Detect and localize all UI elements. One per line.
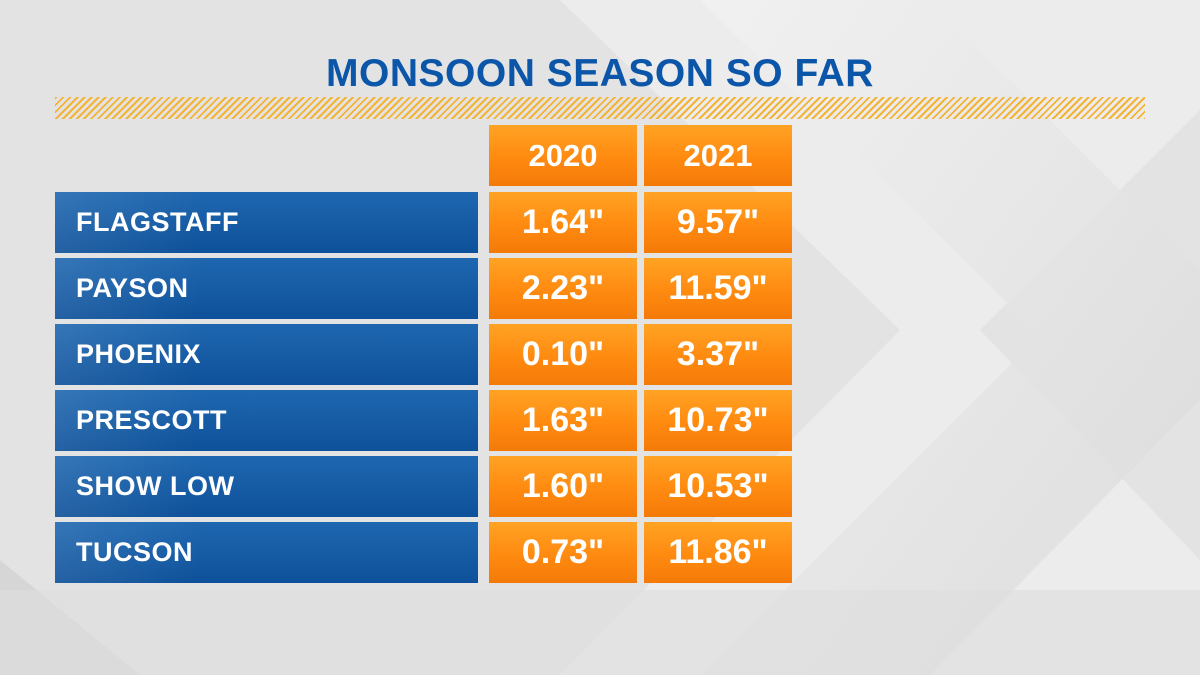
city-name: PRESCOTT: [76, 405, 228, 435]
city-name: PAYSON: [76, 273, 189, 303]
row-label-show-low: SHOW LOW: [55, 456, 478, 517]
value-cell-2020: 2.23": [489, 258, 637, 319]
city-name: PHOENIX: [76, 339, 202, 369]
row-label-tucson: TUCSON: [55, 522, 478, 583]
value-cell-2021: 10.73": [644, 390, 792, 451]
title-underline-stripe: [55, 97, 1145, 119]
city-name: SHOW LOW: [76, 471, 235, 501]
value-cell-2020: 0.10": [489, 324, 637, 385]
city-name: FLAGSTAFF: [76, 207, 239, 237]
value-cell-2021: 11.86": [644, 522, 792, 583]
value-cell-2020: 1.63": [489, 390, 637, 451]
row-label-flagstaff: FLAGSTAFF: [55, 192, 478, 253]
column-header-2020: 2020: [489, 125, 637, 186]
value-cell-2020: 1.64": [489, 192, 637, 253]
column-header-2021: 2021: [644, 125, 792, 186]
city-name: TUCSON: [76, 537, 193, 567]
value-cell-2021: 3.37": [644, 324, 792, 385]
value-cell-2021: 9.57": [644, 192, 792, 253]
value-cell-2021: 11.59": [644, 258, 792, 319]
row-label-prescott: PRESCOTT: [55, 390, 478, 451]
chart-title: MONSOON SEASON SO FAR: [326, 52, 874, 95]
value-cell-2020: 0.73": [489, 522, 637, 583]
value-cell-2021: 10.53": [644, 456, 792, 517]
row-label-payson: PAYSON: [55, 258, 478, 319]
row-label-phoenix: PHOENIX: [55, 324, 478, 385]
value-cell-2020: 1.60": [489, 456, 637, 517]
